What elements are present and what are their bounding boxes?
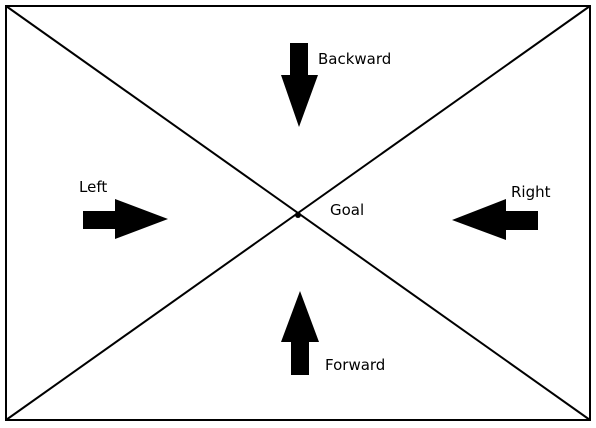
right-label: Right — [511, 183, 551, 201]
forward-arrow-icon — [281, 291, 319, 375]
backward-label: Backward — [318, 50, 391, 68]
left-arrow-icon — [83, 199, 168, 239]
right-arrow-icon — [452, 199, 538, 240]
outer-frame — [5, 5, 591, 421]
forward-label: Forward — [325, 356, 385, 374]
goal-point — [295, 212, 301, 218]
backward-arrow-icon — [281, 43, 318, 127]
goal-label: Goal — [330, 201, 364, 219]
left-label: Left — [79, 178, 107, 196]
